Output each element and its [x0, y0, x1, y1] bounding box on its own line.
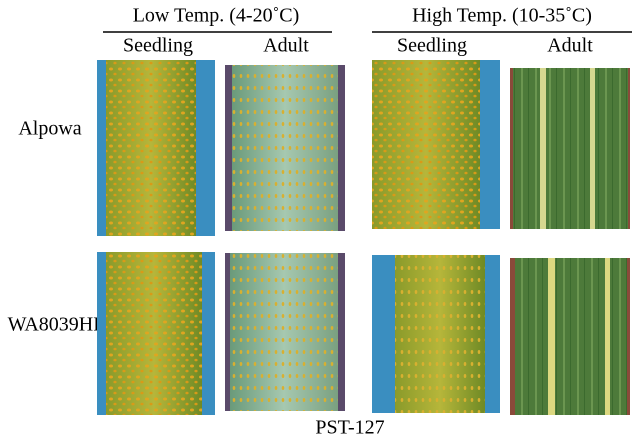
photo — [510, 258, 630, 415]
group-header: High Temp. (10-35˚C) — [412, 5, 592, 27]
photo — [372, 255, 500, 413]
column-header: Adult — [263, 35, 309, 57]
row-label: Alpowa — [18, 118, 81, 140]
photos — [97, 60, 630, 415]
column-header: Adult — [547, 35, 593, 57]
photo — [225, 253, 345, 411]
headers: Low Temp. (4-20˚C) High Temp. (10-35˚C) … — [8, 5, 632, 336]
row-label: WA8039HF — [8, 314, 105, 336]
photo — [97, 60, 215, 236]
column-header: Seedling — [397, 35, 467, 57]
group-header: Low Temp. (4-20˚C) — [133, 5, 300, 27]
column-header: Seedling — [123, 35, 193, 57]
photo — [510, 68, 630, 229]
photo — [372, 60, 500, 229]
caption: PST-127 — [315, 417, 384, 439]
photo — [225, 65, 345, 231]
photo — [97, 252, 215, 415]
